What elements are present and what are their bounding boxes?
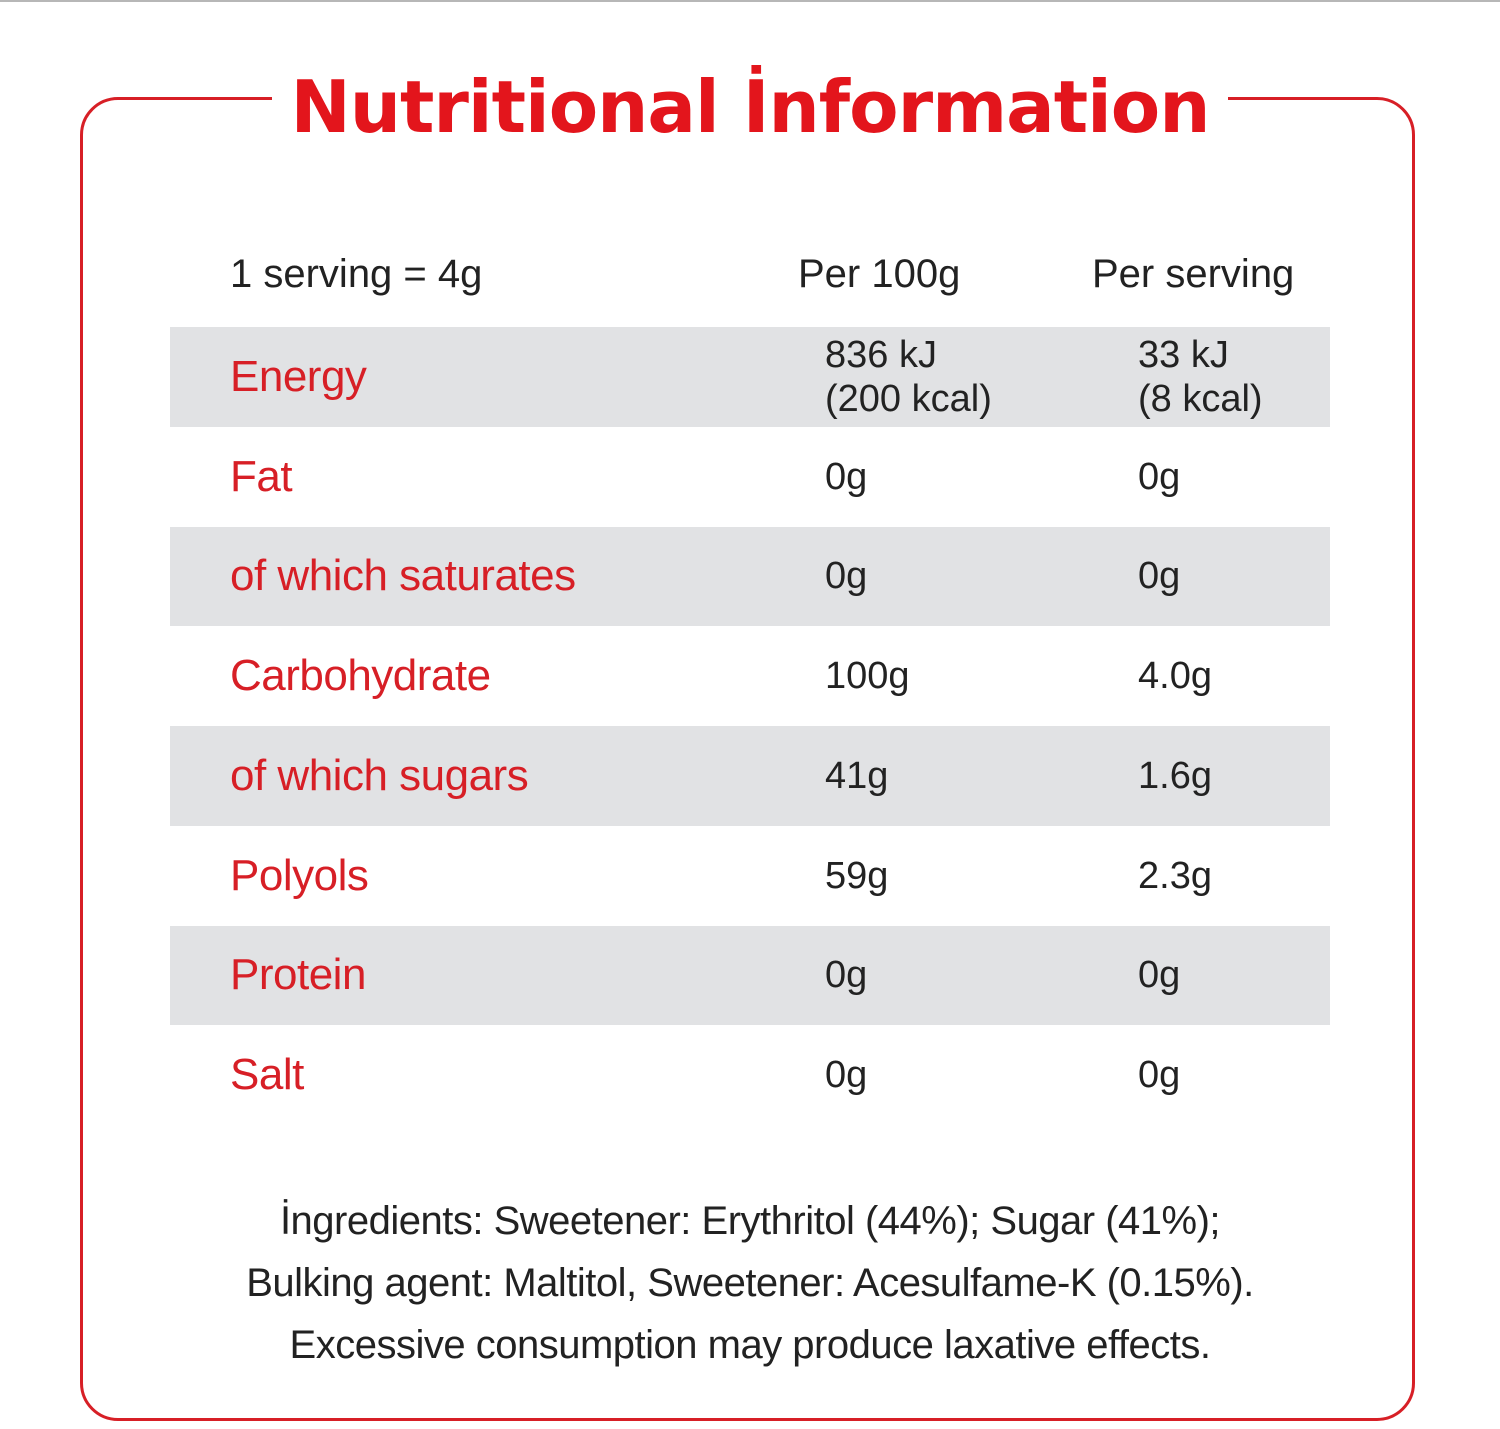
value-per-serving: 0g xyxy=(1138,1054,1181,1097)
nutrient-name: Protein xyxy=(230,950,366,1000)
ingredients-line-1: İngredients: Sweetener: Erythritol (44%)… xyxy=(279,1199,1221,1243)
value-per-100g: 0g xyxy=(825,455,868,498)
table-row-carbohydrate: Carbohydrate 100g 4.0g xyxy=(170,626,1330,726)
value-per-100g: 41g xyxy=(825,754,889,797)
table-row-protein: Protein 0g 0g xyxy=(170,925,1330,1026)
nutrient-name: Carbohydrate xyxy=(230,651,491,701)
nutrient-name: Salt xyxy=(230,1050,304,1100)
nutrient-name: Energy xyxy=(230,351,367,401)
value-per-serving: 4.0g xyxy=(1138,655,1212,698)
value-per-100g: 100g xyxy=(825,655,910,698)
value-per-serving: 2.3g xyxy=(1138,854,1212,897)
ingredients-line-2: Bulking agent: Maltitol, Sweetener: Aces… xyxy=(246,1261,1254,1305)
table-row-polyols: Polyols 59g 2.3g xyxy=(170,826,1330,926)
value-per-serving: 33 kJ (8 kcal) xyxy=(1138,333,1263,420)
value-per-100g: 0g xyxy=(825,954,868,997)
table-row-sugars: of which sugars 41g 1.6g xyxy=(170,726,1330,826)
table-header: 1 serving = 4g Per 100g Per serving xyxy=(170,240,1330,310)
value-per-100g: 59g xyxy=(825,854,889,897)
value-per-serving: 0g xyxy=(1138,555,1181,598)
title-container: Nutritional İnformation xyxy=(272,52,1228,162)
nutrient-name: of which saturates xyxy=(230,551,576,601)
serving-size-label: 1 serving = 4g xyxy=(230,252,483,296)
top-divider xyxy=(0,0,1500,2)
value-per-100g: 0g xyxy=(825,1054,868,1097)
value-per-serving: 1.6g xyxy=(1138,754,1212,797)
ingredients-text: İngredients: Sweetener: Erythritol (44%)… xyxy=(170,1190,1330,1376)
nutrient-name: Polyols xyxy=(230,850,369,900)
value-per-100g: 0g xyxy=(825,555,868,598)
value-per-serving: 0g xyxy=(1138,455,1181,498)
column-header-per-serving: Per serving xyxy=(1092,252,1295,296)
table-row-saturates: of which saturates 0g 0g xyxy=(170,526,1330,627)
table-row-fat: Fat 0g 0g xyxy=(170,427,1330,527)
nutrition-table: Energy 836 kJ (200 kcal) 33 kJ (8 kcal) … xyxy=(170,327,1330,1125)
page-title: Nutritional İnformation xyxy=(290,65,1210,149)
nutrient-name: Fat xyxy=(230,451,293,501)
ingredients-line-3: Excessive consumption may produce laxati… xyxy=(289,1323,1211,1367)
value-per-serving: 0g xyxy=(1138,954,1181,997)
nutrient-name: of which sugars xyxy=(230,750,529,800)
column-header-per-100g: Per 100g xyxy=(798,252,961,296)
value-per-100g: 836 kJ (200 kcal) xyxy=(825,333,992,420)
table-row-salt: Salt 0g 0g xyxy=(170,1025,1330,1125)
table-row-energy: Energy 836 kJ (200 kcal) 33 kJ (8 kcal) xyxy=(170,327,1330,427)
